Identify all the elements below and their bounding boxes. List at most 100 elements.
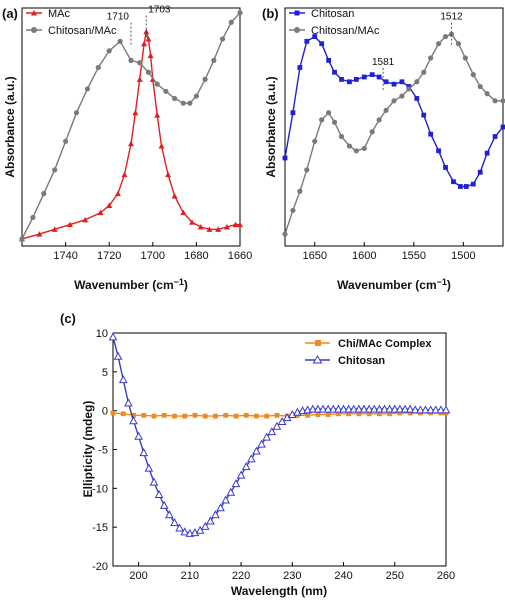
data-point (297, 188, 303, 194)
data-point (129, 416, 138, 425)
data-point (282, 155, 288, 161)
y-tick-label: -20 (92, 561, 108, 573)
data-point (197, 223, 204, 230)
panel-c-label: (c) (60, 311, 76, 326)
data-point (331, 119, 338, 125)
data-point (30, 214, 36, 221)
x-tick-label: 1740 (53, 250, 77, 262)
data-point (147, 52, 154, 59)
data-point (132, 109, 139, 116)
panel-a-legend: MAc Chitosan/MAc (26, 8, 117, 37)
data-point (492, 98, 498, 104)
data-point (319, 41, 325, 47)
data-point (73, 110, 80, 116)
data-point (120, 411, 126, 417)
data-point (500, 98, 505, 104)
data-point (369, 404, 379, 413)
data-point (395, 404, 405, 413)
data-point (385, 404, 394, 413)
data-point (364, 404, 374, 413)
data-point (226, 487, 236, 496)
data-point (63, 138, 69, 144)
data-point (457, 184, 463, 189)
data-point (106, 202, 113, 209)
data-point (339, 404, 348, 413)
data-point (414, 79, 420, 85)
data-point (267, 427, 277, 436)
data-point (346, 143, 353, 149)
data-point (219, 36, 226, 42)
panel-a-x-axis-title-end: ) (184, 278, 188, 292)
y-tick-label: 10 (96, 328, 108, 340)
data-point (451, 179, 456, 185)
data-point (315, 412, 321, 417)
data-point (19, 236, 25, 242)
data-point (431, 405, 441, 414)
x-tick-label: 1660 (228, 250, 252, 262)
data-point (349, 404, 359, 413)
data-point (326, 110, 332, 116)
panel-b-label: (b) (262, 6, 279, 21)
data-point (211, 57, 217, 63)
data-point (154, 81, 160, 87)
data-point (110, 410, 116, 416)
data-point (436, 148, 441, 154)
data-point (400, 404, 410, 413)
data-point (359, 404, 369, 413)
data-point (336, 411, 341, 417)
data-point (290, 110, 296, 116)
y-tick-label: 0 (102, 406, 108, 418)
data-point (41, 191, 47, 197)
data-point (297, 65, 303, 70)
data-point (290, 207, 296, 213)
data-point (304, 38, 310, 44)
data-point (182, 413, 188, 419)
legend-marker-mac (31, 10, 37, 16)
data-point (118, 375, 128, 384)
data-point (128, 57, 134, 63)
data-point (262, 432, 272, 441)
x-tick-label: 250 (386, 570, 404, 582)
data-point (149, 477, 159, 486)
data-point (399, 79, 405, 85)
data-point (128, 140, 134, 147)
data-point (312, 138, 318, 144)
y-tick-label: 5 (102, 367, 108, 379)
x-tick-label: 1600 (352, 250, 376, 262)
panel-c-frame (112, 332, 447, 567)
x-tick-label: 1550 (402, 250, 426, 262)
data-point (470, 72, 476, 78)
data-point (319, 117, 325, 123)
data-point (151, 413, 157, 419)
data-point (332, 69, 337, 75)
data-point (202, 413, 208, 419)
data-point (213, 413, 218, 419)
data-point (312, 34, 318, 39)
data-point (243, 412, 249, 418)
legend-label-chi-mac-complex: Chi/MAc Complex (338, 338, 432, 350)
data-point (410, 405, 420, 414)
data-point (376, 74, 382, 80)
data-point (407, 410, 413, 416)
data-point (172, 413, 177, 419)
legend-label-chitosan-c: Chitosan (338, 355, 385, 367)
data-point (304, 167, 310, 173)
annotation-label: 1512 (440, 12, 463, 23)
data-point (369, 129, 375, 135)
data-point (405, 404, 415, 413)
data-point (211, 510, 220, 519)
data-point (442, 33, 449, 40)
x-tick-label: 260 (437, 570, 455, 582)
panel-c: (c) 200 210 220 230 240 250 260 10 5 0 -5 -10 -15 -20… (60, 311, 455, 598)
data-point (421, 405, 430, 414)
panel-b-legend: Chitosan Chitosan/MAc (289, 8, 380, 37)
data-point (121, 171, 128, 178)
data-point (233, 413, 239, 419)
panel-a-label: (a) (2, 6, 18, 21)
panel-b-x-axis-title: Wavenumber (cm−1) (337, 277, 451, 292)
legend-marker-chitosan-mac-a (31, 27, 37, 33)
data-point (361, 74, 367, 80)
panel-b-series (282, 31, 505, 237)
legend-label-mac: MAc (48, 8, 71, 20)
data-point (325, 412, 331, 417)
